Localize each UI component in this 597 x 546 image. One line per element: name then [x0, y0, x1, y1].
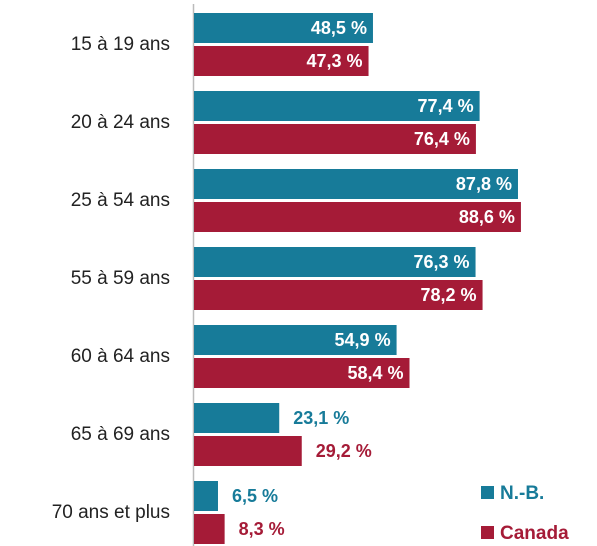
- value-label: 6,5 %: [232, 486, 278, 506]
- category-label: 25 à 54 ans: [71, 190, 170, 211]
- category-label: 55 à 59 ans: [71, 268, 170, 289]
- value-label: 58,4 %: [347, 363, 403, 383]
- category-label: 15 à 19 ans: [71, 34, 170, 55]
- bar: [194, 169, 518, 199]
- legend-label: N.-B.: [500, 483, 544, 504]
- bar: [194, 358, 410, 388]
- category-label: 20 à 24 ans: [71, 112, 170, 133]
- value-label: 76,4 %: [414, 129, 470, 149]
- bar: [194, 124, 476, 154]
- value-label: 78,2 %: [421, 285, 477, 305]
- value-label: 87,8 %: [456, 174, 512, 194]
- bar: [194, 514, 225, 544]
- category-label: 60 à 64 ans: [71, 346, 170, 367]
- bar: [194, 91, 480, 121]
- bar: [194, 436, 302, 466]
- value-label: 47,3 %: [306, 51, 362, 71]
- bar: [194, 247, 476, 277]
- legend-swatch: [481, 526, 494, 539]
- value-label: 88,6 %: [459, 207, 515, 227]
- legend-swatch: [481, 486, 494, 499]
- category-label: 70 ans et plus: [52, 502, 170, 523]
- bar: [194, 13, 373, 43]
- bar: [194, 202, 521, 232]
- value-label: 76,3 %: [414, 252, 470, 272]
- bar: [194, 280, 483, 310]
- bar: [194, 481, 218, 511]
- value-label: 29,2 %: [316, 441, 372, 461]
- bar: [194, 325, 397, 355]
- value-label: 54,9 %: [335, 330, 391, 350]
- category-label: 65 à 69 ans: [71, 424, 170, 445]
- value-label: 48,5 %: [311, 18, 367, 38]
- value-label: 8,3 %: [239, 519, 285, 539]
- value-label: 77,4 %: [418, 96, 474, 116]
- legend-label: Canada: [500, 523, 569, 544]
- bar: [194, 46, 369, 76]
- bar: [194, 403, 280, 433]
- value-label: 23,1 %: [293, 408, 349, 428]
